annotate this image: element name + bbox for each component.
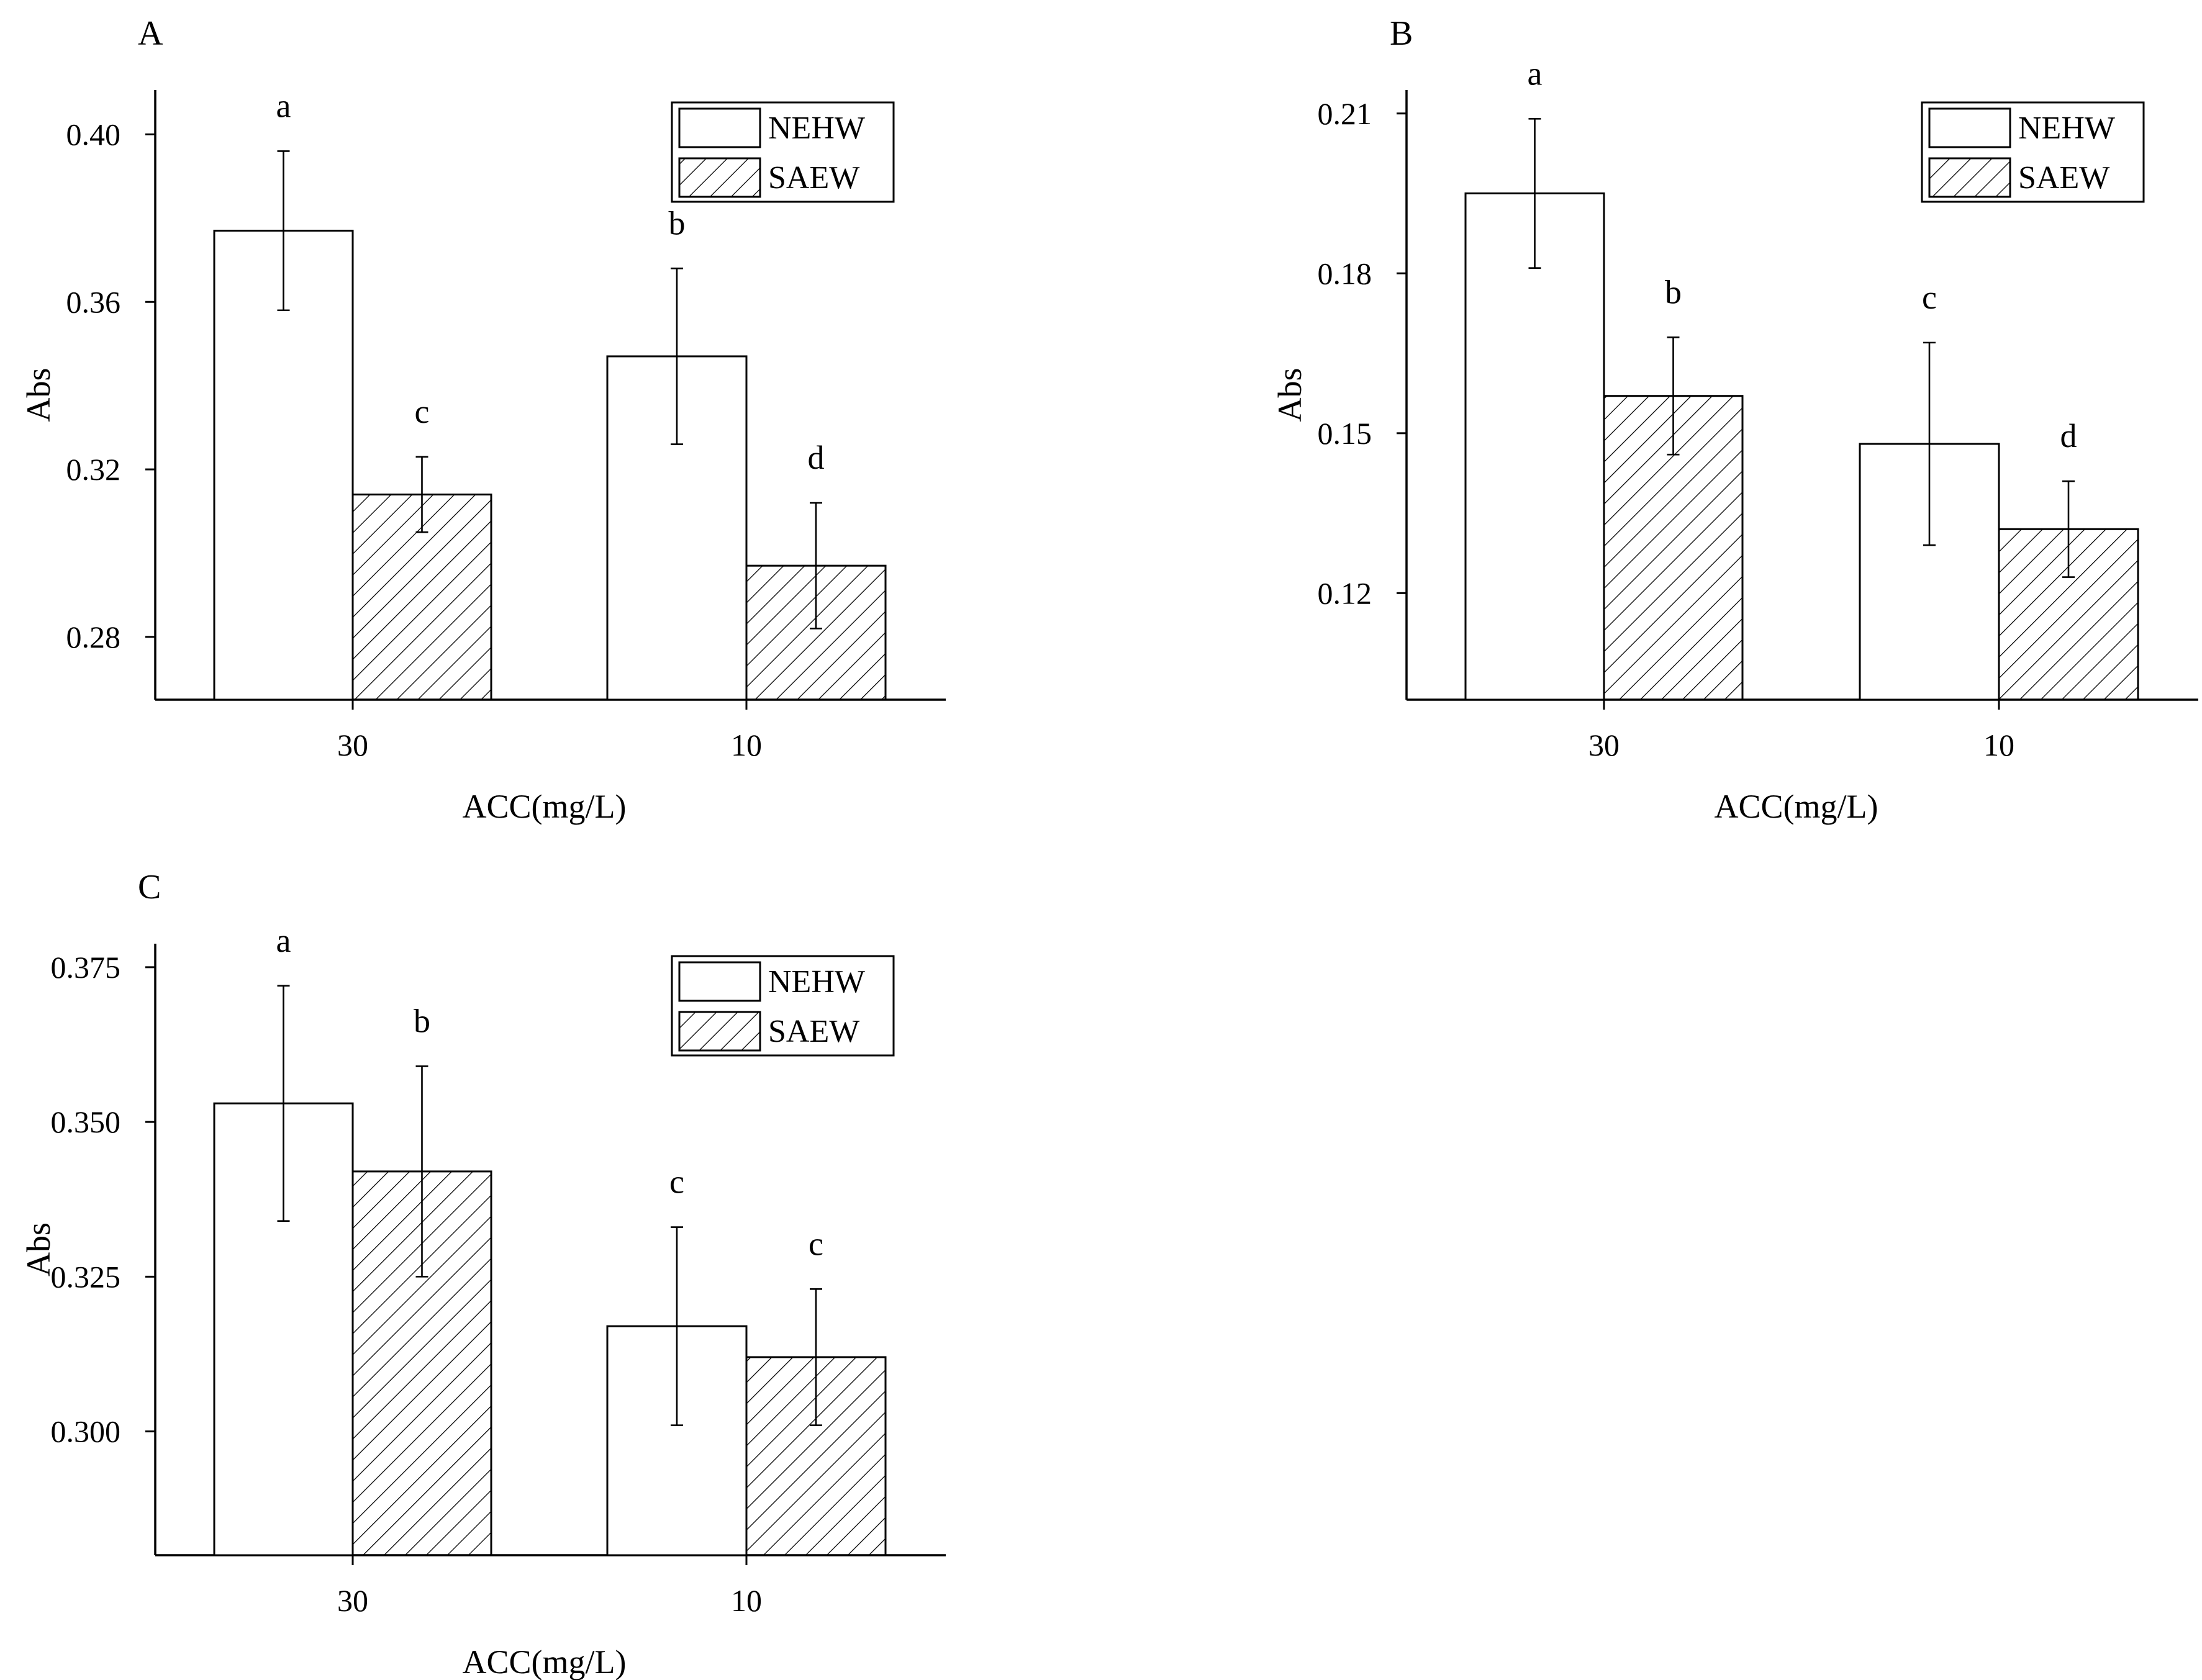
y-tick-label: 0.12 [1318,576,1372,610]
panel-label: B [1390,14,1413,53]
legend-label-saew: SAEW [768,1014,859,1049]
significance-letter: b [669,204,686,242]
x-axis-title: ACC(mg/L) [463,788,627,825]
legend: NEHW SAEW [1921,101,2145,203]
y-tick-label: 0.40 [66,117,121,151]
significance-letter: c [1922,279,1937,316]
y-axis-title: Abs [1271,368,1308,422]
legend-swatch-nehw [1928,107,2011,148]
y-tick-label: 0.28 [66,620,121,654]
legend-swatch-saew [678,1011,761,1052]
x-axis-title: ACC(mg/L) [463,1643,627,1680]
significance-letter: b [414,1002,430,1039]
y-tick-label: 0.18 [1318,256,1372,291]
significance-letter: c [809,1225,823,1262]
y-tick-label: 0.32 [66,452,121,487]
x-tick-label: 30 [337,1583,368,1618]
legend-swatch-saew [1928,157,2011,198]
x-tick-label: 30 [1588,728,1620,762]
legend-label-nehw: NEHW [2018,111,2115,146]
legend-label-saew: SAEW [2018,160,2109,196]
legend-label-saew: SAEW [768,160,859,196]
legend-swatch-nehw [678,961,761,1002]
y-axis-title: Abs [20,1222,57,1276]
y-tick-label: 0.300 [51,1414,121,1449]
y-tick-label: 0.15 [1318,416,1372,451]
x-tick-label: 10 [731,1583,762,1618]
significance-letter: c [669,1163,684,1201]
significance-letter: d [2060,417,2077,454]
panel-label: A [138,14,163,53]
significance-letter: a [1528,55,1543,92]
y-tick-label: 0.375 [51,950,121,985]
chart-panel-b: B 0.12 0.15 0.18 0.21 30 10 ACC(mg/L) Abs a b c d NEH… [1271,14,2198,825]
x-axis-title: ACC(mg/L) [1715,788,1878,825]
x-tick-label: 10 [1983,728,2014,762]
legend-swatch-saew [678,157,761,198]
legend-swatch-nehw [678,107,761,148]
y-tick-label: 0.325 [51,1259,121,1294]
significance-letter: a [276,922,291,959]
legend-label-nehw: NEHW [768,964,865,1000]
significance-letter: d [808,439,825,476]
x-tick-label: 30 [337,728,368,762]
panel-label: C [138,868,161,906]
legend: NEHW SAEW [671,101,895,203]
significance-letter: a [276,87,291,124]
y-tick-label: 0.350 [51,1104,121,1139]
significance-letter: b [1665,273,1682,310]
chart-panel-c: C 0.300 0.325 0.350 0.375 30 10 ACC(mg/L) Abs a b c… [20,868,946,1680]
chart-panel-a: A 0.28 0.32 0.36 0.40 30 10 ACC(mg/L) Abs a c b d NEH… [20,14,946,825]
bar-nehw-30 [1464,192,1605,701]
y-tick-label: 0.36 [66,284,121,319]
x-tick-label: 10 [731,728,762,762]
y-tick-label: 0.21 [1318,96,1372,131]
y-axis-title: Abs [20,368,57,422]
legend: NEHW SAEW [671,955,895,1057]
significance-letter: c [415,393,430,430]
legend-label-nehw: NEHW [768,111,865,146]
